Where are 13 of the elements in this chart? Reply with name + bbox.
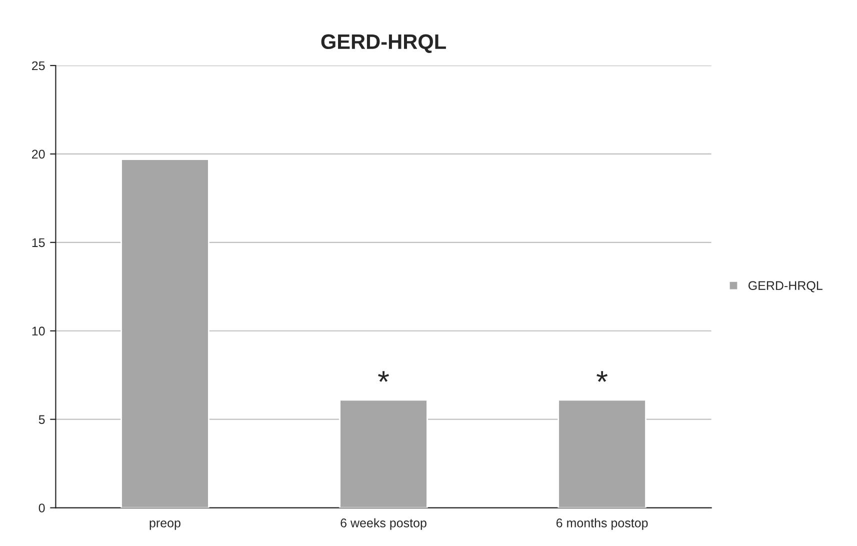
x-tick-label: preop — [150, 520, 180, 530]
x-tick-label: 6 months postop — [556, 518, 648, 530]
annotation: * — [596, 371, 608, 382]
x-tick-label: 6 weeks postop — [340, 518, 426, 530]
legend-label: GERD-HRQL — [748, 281, 822, 292]
y-tick-label: 5 — [38, 415, 45, 424]
y-tick-label: 20 — [32, 150, 45, 159]
y-tick-label: 10 — [32, 326, 45, 336]
y-tick-label: 15 — [32, 238, 45, 248]
chart-title: GERD-HRQL — [321, 34, 446, 53]
annotation: * — [378, 371, 389, 382]
y-tick-label: 0 — [38, 504, 45, 512]
y-tick-label: 25 — [32, 61, 45, 70]
